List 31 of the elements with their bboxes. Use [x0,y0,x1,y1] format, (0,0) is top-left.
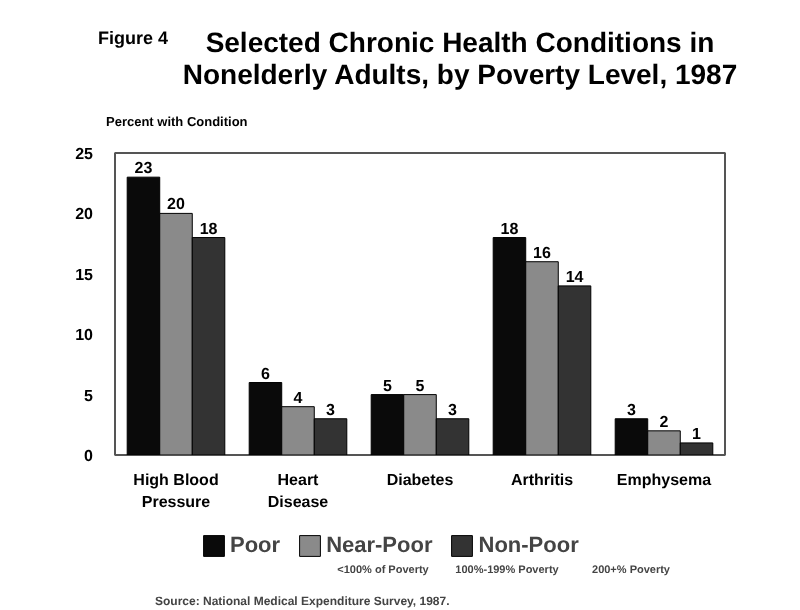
data-label: 3 [326,400,337,419]
y-tick-label: 0 [84,447,95,465]
data-label: 4 [293,388,304,407]
chart-title: Selected Chronic Health Conditions in Nonelderly Adults, by Poverty Level, 1987 [182,26,738,90]
caption: Figure 4 [98,26,169,52]
data-label: 23 [134,159,154,178]
data-label: 2 [659,412,670,431]
x-tick-label: Heart Disease [267,471,330,511]
y-tick-label: 5 [84,386,95,405]
data-label: 3 [627,400,638,419]
data-label: 18 [500,219,520,238]
x-tick-label: High Blood Pressure [133,471,219,511]
y-tick-label: 20 [75,205,95,224]
data-label: 14 [565,267,585,286]
y-tick-label: 10 [75,326,95,345]
data-label: 16 [533,243,552,262]
data-label: 1 [692,424,703,443]
data-label: 5 [415,376,426,395]
x-tick-label: Diabetes [386,471,455,489]
data-label: 6 [261,364,272,383]
x-tick-label: Arthritis [510,471,575,489]
data-label: 18 [199,219,219,238]
x-tick-label: Emphysema [616,471,713,489]
y-tick-label: 25 [75,145,95,163]
data-label: 20 [167,195,186,214]
legend-label: Non-Poor [478,532,579,558]
legend-label: Near-Poor [326,532,433,558]
data-label: 5 [383,376,394,395]
legend-label: Poor [230,532,281,558]
data-label: 3 [448,400,459,419]
y-tick-label: 15 [75,265,95,284]
